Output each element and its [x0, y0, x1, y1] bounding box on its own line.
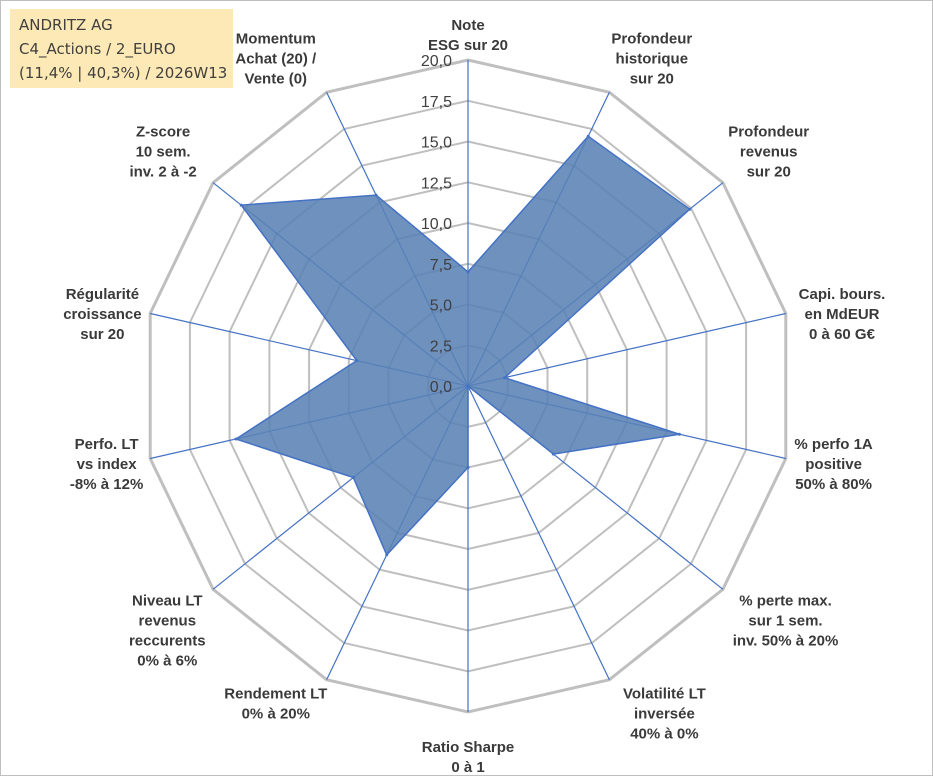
- axis-label: Perfo. LT vs index -8% à 12%: [70, 436, 143, 493]
- tick-label: 5,0: [430, 298, 452, 315]
- data-point: [688, 207, 692, 211]
- portfolio-label: C4_Actions / 2_EURO: [19, 40, 176, 58]
- axis-label: Rendement LT 0% à 20%: [224, 686, 327, 723]
- data-point: [466, 270, 470, 274]
- axis-label: Ratio Sharpe 0 à 1: [422, 739, 515, 776]
- tick-label: 20,0: [421, 53, 452, 70]
- axis-label: Capi. bours. en MdEUR 0 à 60 G€: [799, 286, 886, 343]
- axis-spoke: [467, 385, 610, 680]
- tick-label: 2,5: [430, 338, 452, 355]
- radar-tick-labels: 0,0 2,5 5,0 7,5 10,0 12,5 15,0 17,5 20,0: [421, 53, 452, 396]
- data-point: [466, 466, 470, 469]
- data-point: [355, 359, 359, 363]
- data-point: [503, 376, 507, 380]
- company-name: ANDRITZ AG: [19, 16, 113, 34]
- tick-label: 17,5: [421, 94, 452, 111]
- axis-label: % perte max. sur 1 sem. inv. 50% à 20%: [733, 593, 839, 650]
- axis-label: % perfo 1A positive 50% à 80%: [794, 436, 873, 493]
- period-label: (11,4% | 40,3%) / 2026W13: [19, 64, 228, 82]
- series-area: [234, 135, 691, 557]
- axis-label: Note ESG sur 20: [428, 17, 508, 54]
- axis-label: Régularité croissance sur 20: [63, 286, 141, 343]
- tick-label: 0,0: [430, 379, 452, 396]
- axis-label: Niveau LT revenus reccurents 0% à 6%: [129, 593, 206, 670]
- data-point: [466, 384, 470, 388]
- tick-label: 10,0: [421, 216, 452, 233]
- tick-label: 12,5: [421, 175, 452, 192]
- data-point: [586, 134, 590, 138]
- radar-axis-labels: Note ESG sur 20 Profondeur historique sur 20…: [63, 17, 885, 776]
- tick-label: 7,5: [430, 257, 452, 274]
- axis-label: Z-score 10 sem. inv. 2 à -2: [129, 124, 196, 181]
- data-point: [551, 452, 555, 456]
- data-point: [677, 432, 681, 436]
- axis-label: Profondeur revenus sur 20: [728, 124, 809, 181]
- axis-label: Profondeur historique sur 20: [611, 30, 692, 87]
- axis-spoke: [467, 312, 786, 387]
- radar-series: [234, 134, 692, 557]
- data-point: [351, 476, 355, 479]
- data-point: [239, 203, 243, 207]
- chart-title-box: ANDRITZ AG C4_Actions / 2_EURO (11,4% | …: [10, 9, 233, 88]
- axis-label: Volatilité LT inversée 40% à 0%: [623, 686, 706, 743]
- data-point: [374, 193, 378, 197]
- axis-label: Momentum Achat (20) / Vente (0): [235, 30, 317, 87]
- tick-label: 15,0: [421, 135, 452, 152]
- data-point: [385, 553, 389, 557]
- data-point: [234, 437, 238, 441]
